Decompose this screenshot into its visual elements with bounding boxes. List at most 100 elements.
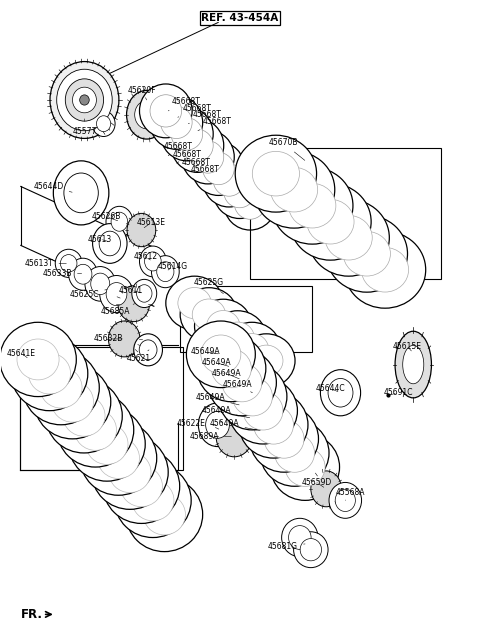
Ellipse shape bbox=[166, 276, 223, 330]
Ellipse shape bbox=[178, 288, 211, 318]
Ellipse shape bbox=[250, 406, 319, 472]
Text: 45649A: 45649A bbox=[195, 394, 239, 405]
Ellipse shape bbox=[108, 321, 140, 357]
Ellipse shape bbox=[213, 165, 266, 218]
Ellipse shape bbox=[69, 407, 145, 481]
Ellipse shape bbox=[209, 311, 266, 365]
Ellipse shape bbox=[97, 438, 140, 478]
Ellipse shape bbox=[224, 176, 276, 230]
Ellipse shape bbox=[234, 187, 266, 220]
Ellipse shape bbox=[239, 392, 308, 458]
Ellipse shape bbox=[100, 275, 133, 313]
Ellipse shape bbox=[144, 494, 185, 535]
Ellipse shape bbox=[120, 466, 162, 507]
Ellipse shape bbox=[344, 231, 426, 308]
Ellipse shape bbox=[235, 334, 269, 365]
Ellipse shape bbox=[222, 363, 262, 402]
Ellipse shape bbox=[294, 532, 328, 568]
Ellipse shape bbox=[206, 311, 240, 342]
Ellipse shape bbox=[343, 232, 390, 276]
Ellipse shape bbox=[140, 246, 166, 277]
Ellipse shape bbox=[106, 282, 127, 306]
Text: 45649A: 45649A bbox=[201, 358, 231, 367]
Ellipse shape bbox=[64, 173, 98, 213]
Text: 45615E: 45615E bbox=[393, 342, 422, 351]
Text: 45649A: 45649A bbox=[191, 347, 220, 356]
Text: 45622E: 45622E bbox=[177, 419, 216, 428]
Text: 45649A: 45649A bbox=[201, 406, 250, 418]
Text: 45577: 45577 bbox=[72, 119, 96, 136]
Ellipse shape bbox=[207, 349, 276, 416]
Ellipse shape bbox=[160, 107, 192, 139]
Text: 45626B: 45626B bbox=[91, 212, 120, 221]
Text: 45612: 45612 bbox=[133, 252, 157, 261]
Ellipse shape bbox=[271, 168, 318, 212]
Ellipse shape bbox=[228, 377, 298, 444]
Ellipse shape bbox=[300, 539, 322, 561]
Text: 45644D: 45644D bbox=[34, 182, 72, 192]
Ellipse shape bbox=[28, 353, 71, 394]
Ellipse shape bbox=[150, 96, 203, 150]
Text: 45611: 45611 bbox=[119, 286, 143, 295]
Text: 45681G: 45681G bbox=[268, 542, 305, 551]
Ellipse shape bbox=[197, 335, 266, 402]
Text: REF. 43-454A: REF. 43-454A bbox=[202, 13, 278, 23]
Ellipse shape bbox=[395, 331, 432, 398]
Text: 45670B: 45670B bbox=[268, 139, 305, 160]
Ellipse shape bbox=[132, 480, 174, 521]
Ellipse shape bbox=[85, 266, 116, 301]
Ellipse shape bbox=[80, 95, 89, 105]
Ellipse shape bbox=[0, 322, 76, 397]
Ellipse shape bbox=[144, 252, 161, 271]
Text: 45691C: 45691C bbox=[383, 388, 413, 397]
Ellipse shape bbox=[252, 152, 300, 196]
Ellipse shape bbox=[180, 288, 238, 342]
Ellipse shape bbox=[106, 206, 133, 237]
Text: FR.: FR. bbox=[21, 608, 43, 621]
Ellipse shape bbox=[74, 410, 117, 450]
Ellipse shape bbox=[361, 247, 408, 292]
Ellipse shape bbox=[152, 256, 179, 288]
Ellipse shape bbox=[74, 265, 92, 284]
Ellipse shape bbox=[325, 216, 372, 260]
Ellipse shape bbox=[34, 365, 111, 439]
Ellipse shape bbox=[140, 84, 192, 138]
Ellipse shape bbox=[118, 286, 150, 322]
Ellipse shape bbox=[224, 175, 255, 208]
Ellipse shape bbox=[103, 449, 180, 523]
Text: 45568A: 45568A bbox=[336, 488, 365, 500]
Ellipse shape bbox=[115, 464, 191, 537]
Text: 45649A: 45649A bbox=[212, 369, 241, 379]
Text: 45668T: 45668T bbox=[188, 110, 222, 124]
Ellipse shape bbox=[137, 284, 152, 302]
Ellipse shape bbox=[171, 117, 203, 150]
Ellipse shape bbox=[157, 262, 174, 282]
Ellipse shape bbox=[46, 379, 122, 453]
Ellipse shape bbox=[213, 164, 245, 196]
Ellipse shape bbox=[127, 213, 156, 247]
Ellipse shape bbox=[288, 526, 311, 550]
Ellipse shape bbox=[91, 273, 110, 295]
Text: 45613E: 45613E bbox=[137, 218, 166, 228]
Ellipse shape bbox=[65, 79, 104, 121]
Text: 45685A: 45685A bbox=[101, 304, 135, 316]
Ellipse shape bbox=[203, 152, 234, 185]
Text: 45668T: 45668T bbox=[173, 150, 202, 164]
Ellipse shape bbox=[57, 393, 134, 467]
Ellipse shape bbox=[186, 321, 255, 388]
Ellipse shape bbox=[17, 339, 59, 380]
Ellipse shape bbox=[290, 183, 371, 260]
Ellipse shape bbox=[232, 377, 273, 416]
Ellipse shape bbox=[326, 215, 408, 292]
Ellipse shape bbox=[194, 299, 252, 353]
Ellipse shape bbox=[51, 381, 94, 422]
Text: 45649A: 45649A bbox=[223, 380, 252, 393]
Ellipse shape bbox=[264, 420, 304, 458]
Text: 45668T: 45668T bbox=[168, 98, 201, 111]
Ellipse shape bbox=[218, 363, 287, 430]
Ellipse shape bbox=[72, 87, 96, 113]
Ellipse shape bbox=[92, 435, 168, 509]
Ellipse shape bbox=[40, 367, 82, 408]
Ellipse shape bbox=[11, 336, 88, 411]
Ellipse shape bbox=[192, 142, 245, 195]
